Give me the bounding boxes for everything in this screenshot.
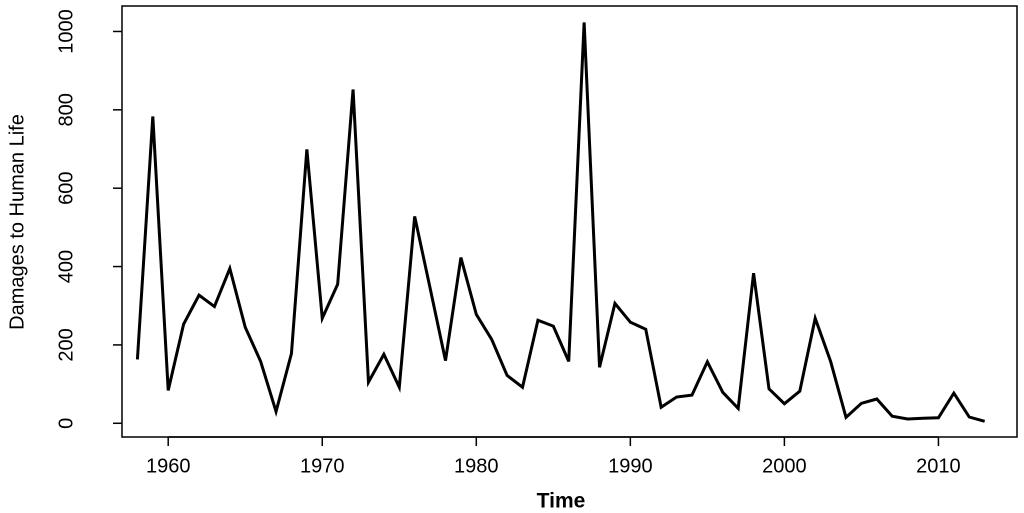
x-tick-label: 2000 — [762, 455, 807, 477]
y-axis-label: Damages to Human Life — [6, 114, 28, 330]
x-tick-label: 1980 — [454, 455, 499, 477]
y-tick-label: 200 — [55, 328, 77, 361]
data-line — [135, 22, 986, 423]
y-tick-label: 800 — [55, 93, 77, 126]
y-tick-label: 400 — [55, 250, 77, 283]
x-tick-label: 1990 — [608, 455, 653, 477]
x-tick-label: 1960 — [146, 455, 191, 477]
y-tick-label: 1000 — [55, 9, 77, 54]
x-tick-label: 1970 — [300, 455, 345, 477]
plot-frame — [121, 5, 1018, 438]
y-tick-label: 600 — [55, 172, 77, 205]
y-tick-label: 0 — [55, 418, 77, 429]
x-axis-label: Time — [537, 490, 586, 513]
x-tick-label: 2010 — [916, 455, 961, 477]
